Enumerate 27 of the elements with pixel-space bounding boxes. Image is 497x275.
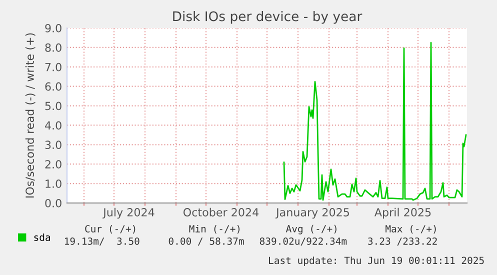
y-tick-label: 0.0 (45, 198, 62, 208)
y-tick-label: 5.0 (45, 102, 62, 110)
y-tick-label: 1.0 (46, 180, 62, 188)
text: 3.23 /233.22 (368, 237, 437, 246)
y-tick-label: 2.0 (45, 160, 62, 168)
x-tick-label: July 2024 (102, 208, 154, 219)
x-tick-label: January 2025 (275, 208, 349, 219)
text: Avg (-/+) (286, 224, 336, 234)
y-tick-label: 8.0 (45, 43, 62, 52)
text: 0.00 / 58.37m (168, 237, 244, 246)
text: Last update: Thu Jun 19 00:01:11 2025 (269, 256, 484, 266)
y-tick-label: 6.0 (45, 82, 62, 91)
legend-label: sda (34, 233, 50, 241)
x-tick-label: April 2025 (374, 208, 431, 219)
y-tick-label: 4.0 (45, 121, 62, 130)
chart-title: Disk IOs per device - by year (173, 11, 362, 24)
x-tick-label: October 2024 (183, 208, 259, 216)
y-tick-label: 9.0 (45, 24, 62, 32)
text: 19.13m/ 3.50 (65, 237, 140, 246)
text: Min (-/+) (189, 224, 240, 234)
line-series (283, 42, 467, 201)
text: Max (-/+) (386, 224, 436, 234)
y-axis-title: IOs/second read (-) / write (+) (25, 33, 36, 198)
text: 839.02u/922.34m (260, 237, 347, 246)
y-tick-label: 7.0 (45, 62, 62, 72)
text: Cur (-/+) (85, 224, 136, 234)
y-tick-label: 3.0 (45, 140, 62, 150)
